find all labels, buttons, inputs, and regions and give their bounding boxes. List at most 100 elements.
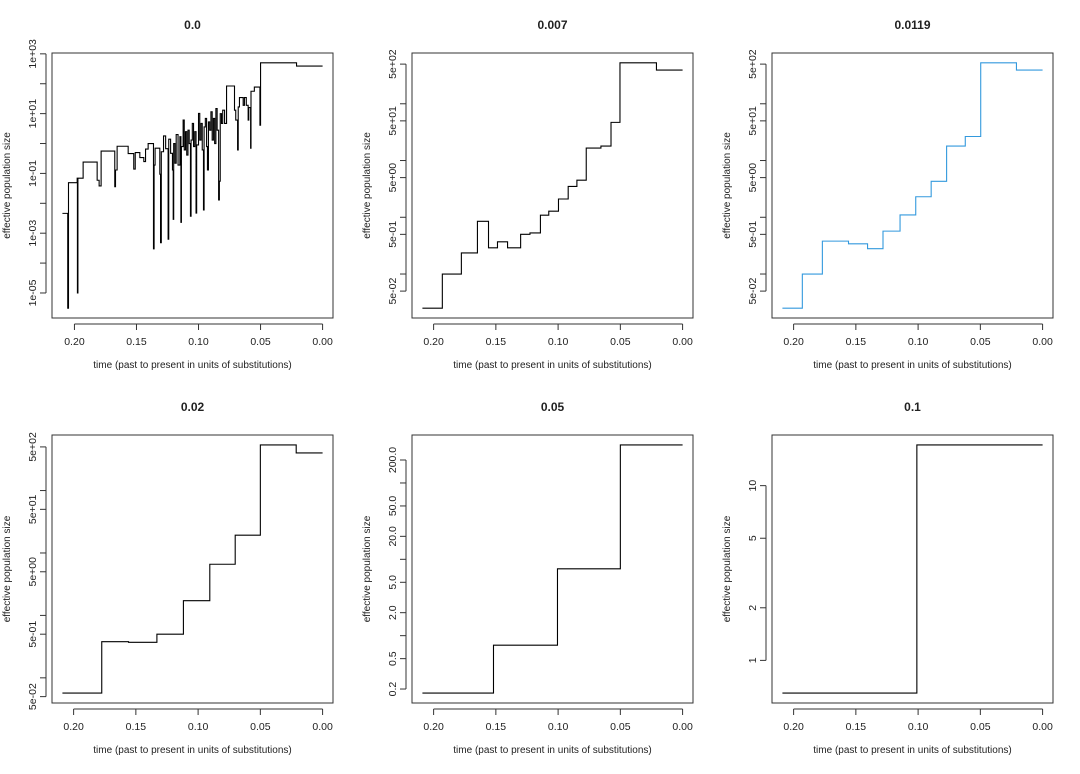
plot-frame bbox=[51, 52, 334, 319]
y-tick-label: 1e-01 bbox=[27, 160, 39, 187]
chart-panel: 0.02 time (past to present in units of su… bbox=[2, 400, 334, 756]
y-tick-label: 5e+02 bbox=[27, 432, 39, 462]
y-tick-label: 0.5 bbox=[387, 651, 399, 666]
y-tick-label: 5.0 bbox=[387, 575, 399, 590]
y-tick-label: 5e-02 bbox=[27, 683, 39, 710]
y-tick-label: 5e+01 bbox=[747, 106, 759, 136]
x-axis-label: time (past to present in units of substi… bbox=[813, 745, 1011, 756]
y-tick-label: 5e+02 bbox=[387, 49, 399, 79]
y-axis: 1 2 5 10 bbox=[747, 480, 767, 663]
x-tick-label: 0.20 bbox=[783, 336, 804, 348]
y-tick-label: 5e+01 bbox=[387, 106, 399, 136]
y-axis: 5e-02 5e-01 5e+00 5e+01 5e+02 bbox=[387, 49, 407, 305]
step-series-line bbox=[782, 444, 1043, 694]
x-tick-label: 0.00 bbox=[672, 336, 693, 348]
y-axis-label: effective population size bbox=[2, 132, 13, 239]
x-tick-label: 0.20 bbox=[423, 336, 444, 348]
y-axis: 1e-05 1e-03 1e-01 1e+01 1e+03 bbox=[27, 39, 47, 306]
y-tick-label: 2 bbox=[747, 605, 759, 611]
chart-panel: 0.0 time (past to present in units of sub… bbox=[2, 18, 334, 371]
chart-panel: 0.1 time (past to present in units of sub… bbox=[722, 400, 1054, 756]
y-tick-label: 5e-01 bbox=[747, 221, 759, 248]
x-tick-label: 0.00 bbox=[672, 721, 693, 733]
step-series-line bbox=[62, 62, 323, 309]
x-tick-label: 0.15 bbox=[486, 336, 507, 348]
y-axis-label: effective population size bbox=[362, 515, 373, 622]
x-tick-label: 0.05 bbox=[250, 336, 271, 348]
x-axis-label: time (past to present in units of substi… bbox=[93, 745, 291, 756]
x-tick-label: 0.05 bbox=[610, 721, 631, 733]
y-tick-label: 200.0 bbox=[387, 447, 399, 473]
y-tick-label: 5e+01 bbox=[27, 494, 39, 524]
chart-panel: 0.05 time (past to present in units of su… bbox=[362, 400, 694, 756]
chart-title: 0.0 bbox=[184, 18, 201, 32]
x-axis: 0.20 0.15 0.10 0.05 0.00 bbox=[423, 708, 693, 733]
x-axis: 0.20 0.15 0.10 0.05 0.00 bbox=[783, 323, 1053, 348]
y-tick-label: 0.2 bbox=[387, 682, 399, 697]
x-tick-label: 0.20 bbox=[63, 721, 84, 733]
x-tick-label: 0.10 bbox=[908, 721, 929, 733]
y-axis: 5e-02 5e-01 5e+00 5e+01 5e+02 bbox=[747, 49, 767, 305]
x-tick-label: 0.00 bbox=[1032, 336, 1053, 348]
chart-title: 0.0119 bbox=[894, 18, 930, 32]
x-tick-label: 0.10 bbox=[188, 721, 209, 733]
plot-frame bbox=[771, 434, 1054, 704]
plot-frame bbox=[411, 434, 694, 704]
x-tick-label: 0.00 bbox=[312, 336, 333, 348]
x-tick-label: 0.10 bbox=[548, 721, 569, 733]
y-tick-label: 5e+00 bbox=[747, 163, 759, 193]
x-axis-label: time (past to present in units of substi… bbox=[453, 360, 651, 371]
y-tick-label: 1e+03 bbox=[27, 39, 39, 69]
x-tick-label: 0.15 bbox=[846, 336, 867, 348]
y-axis: 0.2 0.5 2.0 5.0 20.0 50.0 200.0 bbox=[387, 447, 407, 697]
y-tick-label: 5e-01 bbox=[27, 621, 39, 648]
x-tick-label: 0.00 bbox=[312, 721, 333, 733]
y-tick-label: 5 bbox=[747, 535, 759, 541]
chart-panel: 0.007 time (past to present in units of s… bbox=[362, 18, 694, 371]
y-tick-label: 5e+00 bbox=[27, 557, 39, 587]
x-tick-label: 0.15 bbox=[486, 721, 507, 733]
step-series-line bbox=[62, 444, 323, 694]
y-tick-label: 2.0 bbox=[387, 605, 399, 620]
plot-frame bbox=[51, 434, 334, 704]
y-tick-label: 5e-02 bbox=[747, 278, 759, 305]
y-tick-label: 1 bbox=[747, 657, 759, 663]
x-axis-label: time (past to present in units of substi… bbox=[813, 360, 1011, 371]
plot-frame bbox=[411, 52, 694, 319]
x-axis-label: time (past to present in units of substi… bbox=[453, 745, 651, 756]
y-tick-label: 5e+00 bbox=[387, 163, 399, 193]
step-series-line bbox=[422, 62, 683, 309]
x-tick-label: 0.10 bbox=[548, 336, 569, 348]
y-axis: 5e-02 5e-01 5e+00 5e+01 5e+02 bbox=[27, 432, 47, 710]
x-tick-label: 0.20 bbox=[783, 721, 804, 733]
x-tick-label: 0.10 bbox=[188, 336, 209, 348]
x-axis: 0.20 0.15 0.10 0.05 0.00 bbox=[423, 323, 693, 348]
y-tick-label: 20.0 bbox=[387, 526, 399, 547]
y-axis-label: effective population size bbox=[722, 132, 733, 239]
y-tick-label: 5e-02 bbox=[387, 278, 399, 305]
x-axis-label: time (past to present in units of substi… bbox=[93, 360, 291, 371]
x-tick-label: 0.15 bbox=[846, 721, 867, 733]
x-tick-label: 0.05 bbox=[250, 721, 271, 733]
chart-title: 0.02 bbox=[181, 400, 205, 414]
x-tick-label: 0.20 bbox=[423, 721, 444, 733]
y-tick-label: 5e+02 bbox=[747, 49, 759, 79]
x-tick-label: 0.05 bbox=[610, 336, 631, 348]
x-axis: 0.20 0.15 0.10 0.05 0.00 bbox=[783, 708, 1053, 733]
chart-title: 0.007 bbox=[537, 18, 567, 32]
y-tick-label: 1e-03 bbox=[27, 220, 39, 247]
x-tick-label: 0.15 bbox=[126, 721, 147, 733]
y-tick-label: 50.0 bbox=[387, 496, 399, 517]
x-tick-label: 0.10 bbox=[908, 336, 929, 348]
y-tick-label: 1e+01 bbox=[27, 99, 39, 129]
x-tick-label: 0.00 bbox=[1032, 721, 1053, 733]
y-tick-label: 1e-05 bbox=[27, 279, 39, 306]
y-axis-label: effective population size bbox=[2, 515, 13, 622]
y-tick-label: 5e-01 bbox=[387, 221, 399, 248]
chart-panel: 0.0119 time (past to present in units of … bbox=[722, 18, 1054, 371]
y-tick-label: 10 bbox=[747, 480, 759, 492]
x-tick-label: 0.15 bbox=[126, 336, 147, 348]
plot-frame bbox=[771, 52, 1054, 319]
step-series-line bbox=[422, 444, 683, 694]
